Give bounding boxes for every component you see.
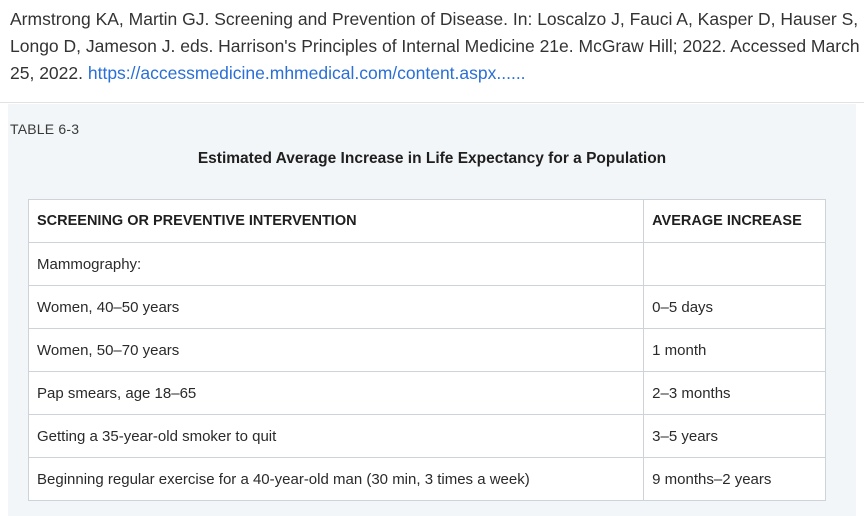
increase-cell: 0–5 days [643,285,826,329]
increase-cell [643,242,826,286]
table-row: Women, 40–50 years 0–5 days [27,285,826,329]
intervention-cell: Women, 40–50 years [27,285,645,329]
table-row: Getting a 35-year-old smoker to quit 3–5… [27,414,826,458]
table-row: Beginning regular exercise for a 40-year… [27,457,826,501]
table-row: Mammography: [27,242,826,286]
increase-cell: 2–3 months [643,371,826,415]
increase-cell: 1 month [643,328,826,372]
intervention-cell: Women, 50–70 years [27,328,645,372]
table-title: Estimated Average Increase in Life Expec… [197,150,667,167]
divider [0,102,864,103]
intervention-cell: Beginning regular exercise for a 40-year… [27,457,645,501]
header-average-increase: AVERAGE INCREASE [643,199,826,243]
citation: Armstrong KA, Martin GJ. Screening and P… [10,6,860,87]
citation-text: Armstrong KA, Martin GJ. Screening and P… [10,9,860,83]
header-intervention: SCREENING OR PREVENTIVE INTERVENTION [27,199,645,243]
intervention-cell: Getting a 35-year-old smoker to quit [27,414,645,458]
table-row: Women, 50–70 years 1 month [27,328,826,372]
intervention-cell: Mammography: [27,242,645,286]
citation-link[interactable]: https://accessmedicine.mhmedical.com/con… [87,63,526,83]
intervention-cell: Pap smears, age 18–65 [27,371,645,415]
life-expectancy-table: SCREENING OR PREVENTIVE INTERVENTION AVE… [27,199,826,501]
table-label: TABLE 6-3 [10,121,80,137]
table-header-row: SCREENING OR PREVENTIVE INTERVENTION AVE… [27,199,826,243]
increase-cell: 9 months–2 years [643,457,826,501]
table-row: Pap smears, age 18–65 2–3 months [27,371,826,415]
increase-cell: 3–5 years [643,414,826,458]
